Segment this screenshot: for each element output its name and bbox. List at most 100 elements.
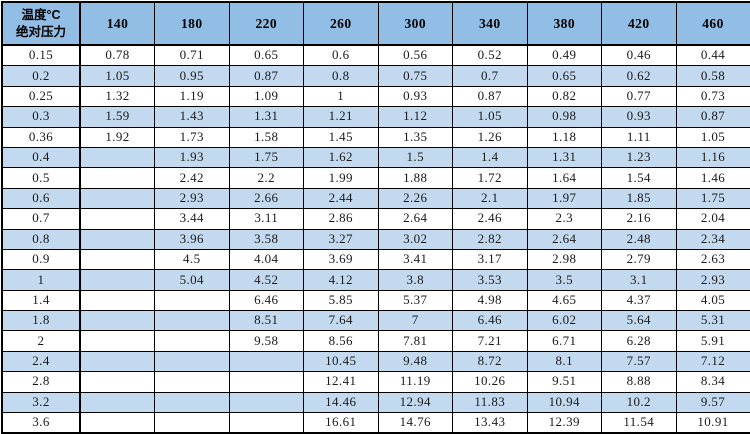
cell-p0.8-t180: 3.96 xyxy=(154,228,230,250)
cell-p0.4-t180: 1.93 xyxy=(154,146,230,169)
table-row: 0.5 2.42 2.2 1.99 1.88 1.72 1.64 1.54 1.46 xyxy=(1,167,750,189)
cell-p0.4-t140 xyxy=(79,146,155,169)
cell-p0.36-t220: 1.58 xyxy=(228,126,304,148)
cell-p0.6-t220: 2.66 xyxy=(228,187,304,210)
row-label-pressure-1.8: 1.8 xyxy=(1,310,81,332)
cell-p1-t180: 5.04 xyxy=(154,269,230,291)
cell-p3.2-t420: 10.2 xyxy=(601,391,677,414)
cell-p0.2-t420: 0.62 xyxy=(601,65,677,87)
row-label-pressure-0.3: 0.3 xyxy=(1,106,81,128)
cell-p1.8-t260: 7.64 xyxy=(303,310,379,332)
cell-p2.4-t140 xyxy=(79,350,155,373)
cell-p0.25-t460: 0.73 xyxy=(675,85,750,108)
cell-p3.6-t460: 10.91 xyxy=(675,412,750,434)
cell-p2.4-t340: 8.72 xyxy=(452,350,528,373)
cell-p1.8-t460: 5.31 xyxy=(675,310,750,332)
cell-p0.3-t340: 1.05 xyxy=(452,106,528,128)
cell-p1-t420: 3.1 xyxy=(601,269,677,291)
cell-p0.2-t260: 0.8 xyxy=(303,65,379,87)
cell-p0.8-t140 xyxy=(79,228,155,250)
cell-p3.6-t420: 11.54 xyxy=(601,412,677,434)
cell-p1.4-t260: 5.85 xyxy=(303,289,379,312)
cell-p0.4-t420: 1.23 xyxy=(601,146,677,169)
column-header-300: 300 xyxy=(377,1,453,46)
cell-p0.4-t260: 1.62 xyxy=(303,146,379,169)
table-row: 0.25 1.32 1.19 1.09 1 0.93 0.87 0.82 0.77 0.73 xyxy=(1,85,750,108)
cell-p2-t220: 9.58 xyxy=(228,330,304,352)
cell-p0.6-t380: 1.97 xyxy=(526,187,602,210)
cell-p0.7-t420: 2.16 xyxy=(601,208,677,230)
cell-p3.6-t260: 16.61 xyxy=(303,412,379,434)
row-label-pressure-0.7: 0.7 xyxy=(1,208,81,230)
cell-p0.25-t180: 1.19 xyxy=(154,85,230,108)
cell-p2.8-t260: 12.41 xyxy=(303,371,379,393)
cell-p1.4-t420: 4.37 xyxy=(601,289,677,312)
cell-p0.3-t140: 1.59 xyxy=(79,106,155,128)
column-header-380: 380 xyxy=(526,1,602,46)
table-row: 1.8 8.51 7.64 7 6.46 6.02 5.64 5.31 xyxy=(1,310,750,332)
cell-p0.25-t260: 1 xyxy=(303,85,379,108)
cell-p0.3-t220: 1.31 xyxy=(228,106,304,128)
cell-p0.5-t380: 1.64 xyxy=(526,167,602,189)
cell-p1.4-t140 xyxy=(79,289,155,312)
cell-p0.7-t460: 2.04 xyxy=(675,208,750,230)
table-row: 0.3 1.59 1.43 1.31 1.21 1.12 1.05 0.98 0.93 0.87 xyxy=(1,106,750,128)
cell-p0.2-t380: 0.65 xyxy=(526,65,602,87)
cell-p0.8-t380: 2.64 xyxy=(526,228,602,250)
cell-p2.8-t300: 11.19 xyxy=(377,371,453,393)
row-label-pressure-2.4: 2.4 xyxy=(1,350,81,373)
cell-p0.25-t340: 0.87 xyxy=(452,85,528,108)
table-row: 0.6 2.93 2.66 2.44 2.26 2.1 1.97 1.85 1.75 xyxy=(1,187,750,210)
cell-p2.8-t340: 10.26 xyxy=(452,371,528,393)
table-header: 温度°C 绝对压力 140 180 220 260 300 340 380 42… xyxy=(1,1,750,46)
cell-p0.2-t220: 0.87 xyxy=(228,65,304,87)
column-header-180: 180 xyxy=(154,1,230,46)
cell-p3.2-t460: 9.57 xyxy=(675,391,750,414)
cell-p0.7-t140 xyxy=(79,208,155,230)
cell-p0.9-t260: 3.69 xyxy=(303,248,379,271)
cell-p1-t460: 2.93 xyxy=(675,269,750,291)
cell-p2-t340: 7.21 xyxy=(452,330,528,352)
cell-p1.8-t420: 5.64 xyxy=(601,310,677,332)
row-label-pressure-1.4: 1.4 xyxy=(1,289,81,312)
cell-p3.6-t340: 13.43 xyxy=(452,412,528,434)
cell-p0.15-t420: 0.46 xyxy=(601,44,677,67)
cell-p3.2-t300: 12.94 xyxy=(377,391,453,414)
cell-p0.9-t300: 3.41 xyxy=(377,248,453,271)
cell-p0.36-t300: 1.35 xyxy=(377,126,453,148)
cell-p0.9-t460: 2.63 xyxy=(675,248,750,271)
cell-p2.4-t260: 10.45 xyxy=(303,350,379,373)
table-row: 0.9 4.5 4.04 3.69 3.41 3.17 2.98 2.79 2.63 xyxy=(1,248,750,271)
row-label-pressure-0.9: 0.9 xyxy=(1,248,81,271)
cell-p1.8-t180 xyxy=(154,310,230,332)
cell-p2.4-t180 xyxy=(154,350,230,373)
cell-p0.5-t340: 1.72 xyxy=(452,167,528,189)
row-label-pressure-0.36: 0.36 xyxy=(1,126,81,148)
cell-p0.8-t340: 2.82 xyxy=(452,228,528,250)
cell-p0.36-t180: 1.73 xyxy=(154,126,230,148)
row-label-pressure-2.8: 2.8 xyxy=(1,371,81,393)
cell-p1.8-t380: 6.02 xyxy=(526,310,602,332)
table-row: 0.15 0.78 0.71 0.65 0.6 0.56 0.52 0.49 0.46 0.44 xyxy=(1,44,750,67)
cell-p1-t220: 4.52 xyxy=(228,269,304,291)
cell-p0.15-t340: 0.52 xyxy=(452,44,528,67)
cell-p0.25-t220: 1.09 xyxy=(228,85,304,108)
row-label-pressure-0.8: 0.8 xyxy=(1,228,81,250)
table-row: 2 9.58 8.56 7.81 7.21 6.71 6.28 5.91 xyxy=(1,330,750,352)
cell-p0.7-t380: 2.3 xyxy=(526,208,602,230)
cell-p0.36-t460: 1.05 xyxy=(675,126,750,148)
cell-p0.2-t180: 0.95 xyxy=(154,65,230,87)
cell-p3.6-t140 xyxy=(79,412,155,434)
cell-p2-t140 xyxy=(79,330,155,352)
cell-p0.8-t220: 3.58 xyxy=(228,228,304,250)
cell-p0.15-t140: 0.78 xyxy=(79,44,155,67)
cell-p0.7-t220: 3.11 xyxy=(228,208,304,230)
cell-p1.4-t300: 5.37 xyxy=(377,289,453,312)
cell-p2-t180 xyxy=(154,330,230,352)
cell-p0.3-t380: 0.98 xyxy=(526,106,602,128)
cell-p0.36-t140: 1.92 xyxy=(79,126,155,148)
cell-p1.8-t340: 6.46 xyxy=(452,310,528,332)
row-label-pressure-1: 1 xyxy=(1,269,81,291)
column-header-420: 420 xyxy=(601,1,677,46)
